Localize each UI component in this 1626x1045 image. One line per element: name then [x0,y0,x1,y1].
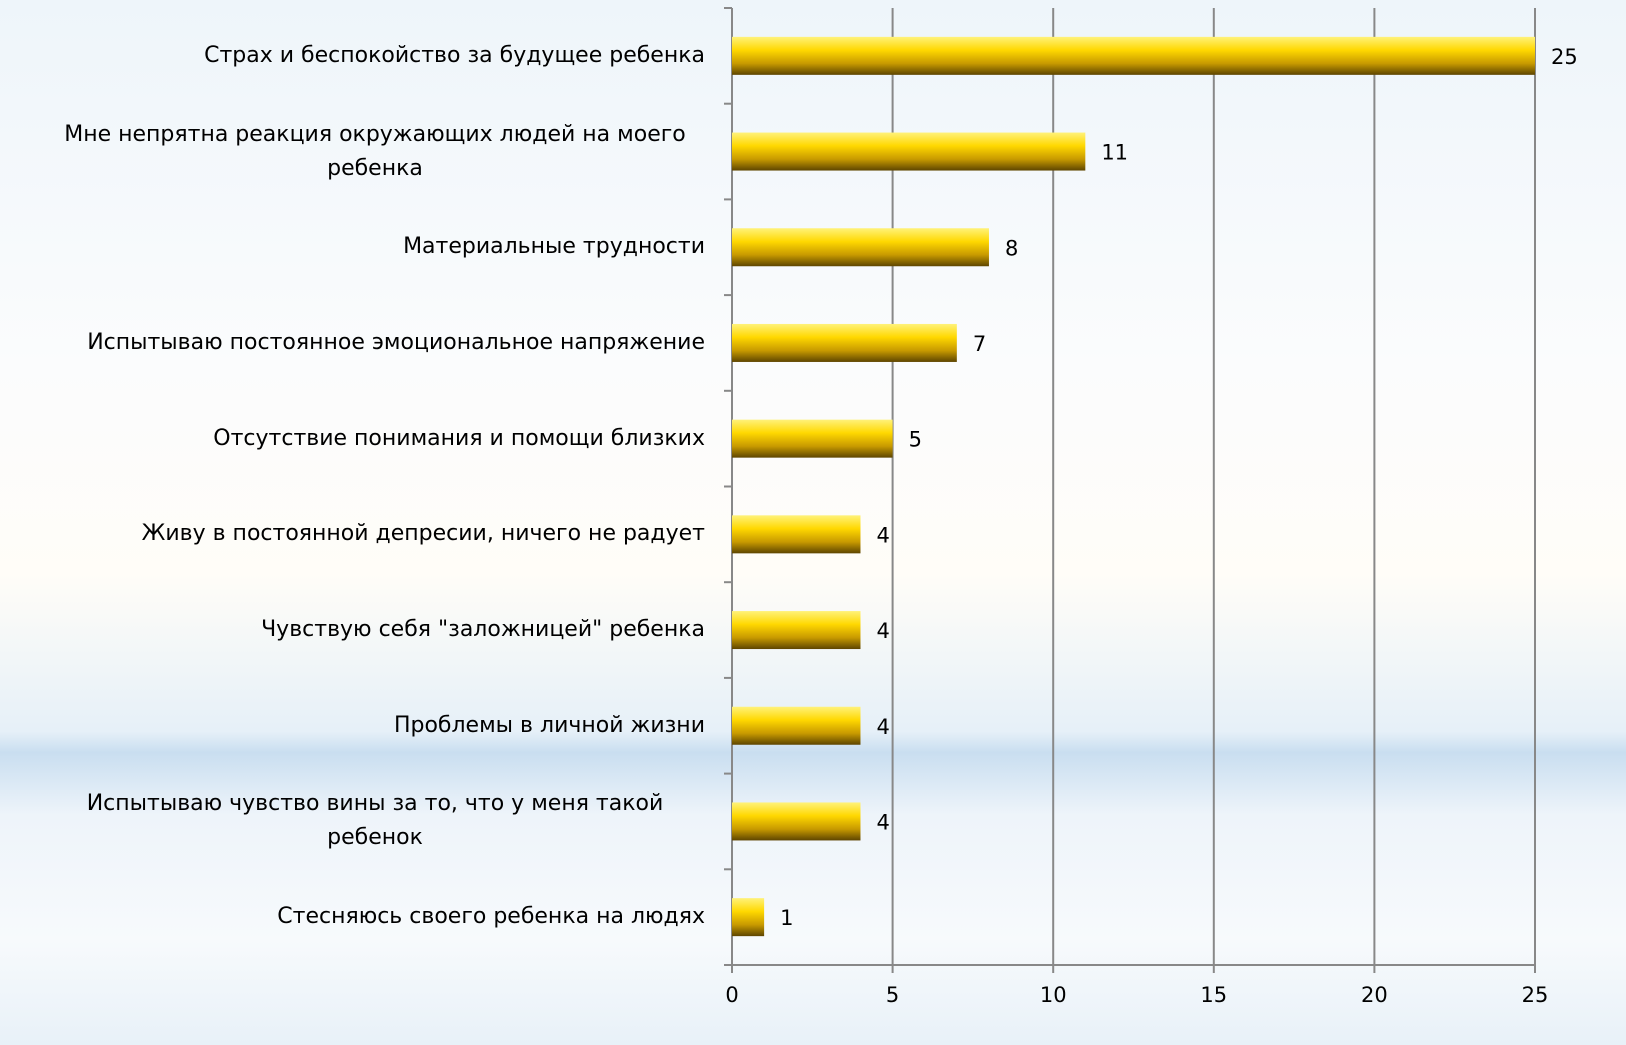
value-label: 4 [876,715,889,739]
y-tick-label: Отсутствие понимания и помощи близких [213,425,705,451]
value-label: 7 [973,332,986,356]
x-tick-label: 5 [886,983,899,1007]
bar [732,898,765,937]
bar [732,36,1535,75]
value-label: 8 [1005,236,1018,260]
bar [732,706,861,745]
x-tick-label: 20 [1361,983,1388,1007]
value-label: 1 [780,906,793,930]
y-tick-label: Страх и беспокойство за будущее ребенка [204,42,705,68]
value-label: 5 [909,428,922,452]
bar [732,228,989,267]
value-label: 25 [1551,45,1578,69]
y-tick-label: Испытываю постоянное эмоциональное напря… [87,329,705,355]
bar [732,419,893,458]
value-label: 11 [1101,141,1128,165]
x-tick-label: 10 [1040,983,1067,1007]
x-tick-label: 0 [725,983,738,1007]
y-tick-label: Испытываю чувство вины за то, что у меня… [86,791,664,851]
bar [732,323,957,362]
y-tick-label: Стесняюсь своего ребенка на людях [277,904,705,930]
y-tick-label: Проблемы в личной жизни [393,712,705,738]
y-tick-label: Мне непрятна реакция окружающих людей на… [64,121,686,181]
bar [732,515,861,554]
value-label: 4 [876,619,889,643]
value-label: 4 [876,523,889,547]
y-tick-label: Материальные трудности [403,234,705,260]
bar [732,611,861,650]
x-tick-label: 15 [1200,983,1227,1007]
y-tick-label: Чувствую себя "заложницей" ребенка [261,617,705,643]
value-label: 4 [876,810,889,834]
bar [732,132,1086,171]
bar [732,802,861,841]
y-tick-label: Живу в постоянной депресии, ничего не ра… [141,521,705,547]
x-tick-label: 25 [1522,983,1549,1007]
